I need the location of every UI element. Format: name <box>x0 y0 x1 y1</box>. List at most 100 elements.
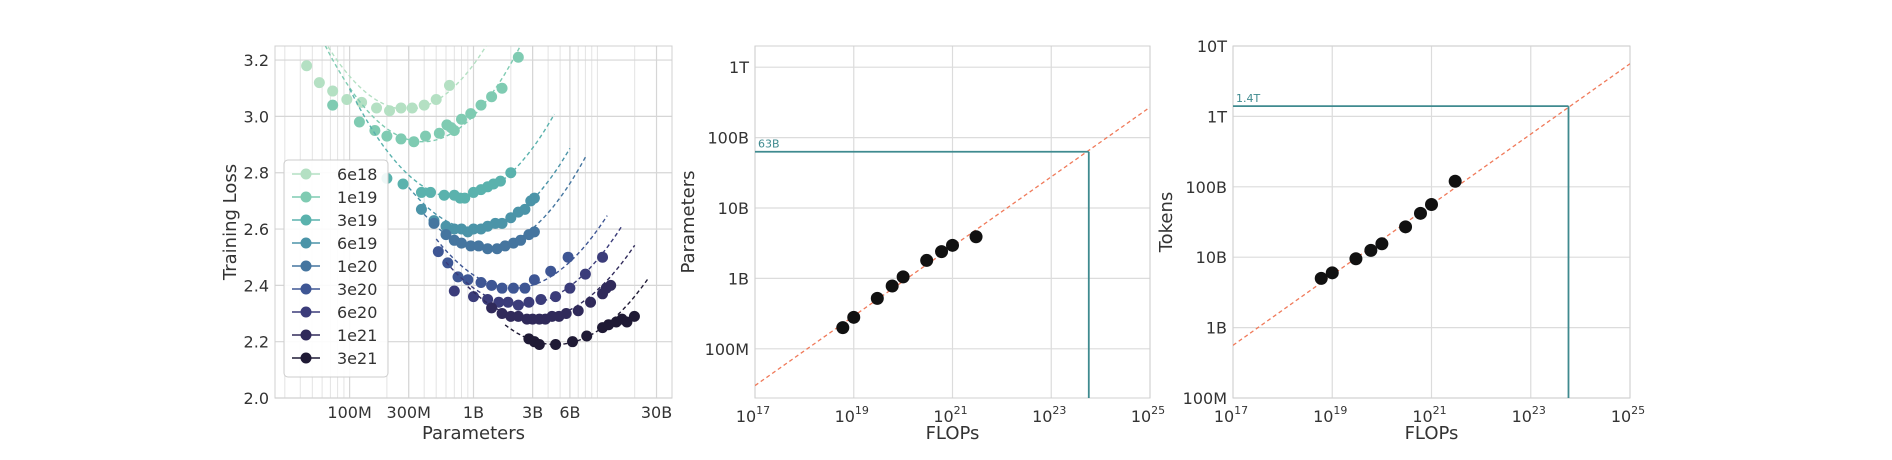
x-tick-exponent: 25 <box>1151 404 1165 417</box>
y-tick-label: 100B <box>707 129 749 148</box>
y-tick-label: 2.0 <box>244 389 269 408</box>
y-tick-label: 3.2 <box>244 51 269 70</box>
data-point-3e21 <box>581 330 593 342</box>
data-point-3e19 <box>425 186 437 198</box>
data-point-1e19 <box>369 124 381 136</box>
data-point <box>920 253 934 267</box>
data-point-3e19 <box>459 192 471 204</box>
data-point-6e18 <box>418 99 430 111</box>
x-tick-label: 30B <box>641 403 672 422</box>
x-tick-label: 1025 <box>1611 404 1645 426</box>
legend: 6e18 1e19 3e19 6e19 1e20 3e20 6e20 1e21 3e21 <box>283 159 389 378</box>
data-point-6e18 <box>406 102 418 114</box>
data-point-1e21 <box>560 308 572 320</box>
annotation-label: 63B <box>758 138 780 151</box>
data-point-1e21 <box>486 302 498 314</box>
x-axis-label: FLOPs <box>1405 423 1459 444</box>
legend-marker <box>300 329 312 341</box>
x-tick-label: 100M <box>327 403 371 422</box>
data-point <box>1448 174 1462 188</box>
legend-marker <box>300 191 312 203</box>
data-point-1e19 <box>381 130 393 142</box>
annotation-label: 1.4T <box>1236 92 1260 105</box>
data-point-6e19 <box>496 217 508 229</box>
data-point <box>969 230 983 244</box>
legend-marker <box>300 283 312 295</box>
data-point-3e20 <box>519 282 531 294</box>
data-point-6e18 <box>443 79 455 91</box>
x-tick-base: 10 <box>933 407 953 426</box>
y-tick-label: 1B <box>728 269 749 288</box>
data-point-6e19 <box>528 192 540 204</box>
data-point-3e20 <box>462 274 474 286</box>
data-point-1e19 <box>327 99 339 111</box>
data-point-3e20 <box>496 282 508 294</box>
x-tick-label: 1023 <box>1512 404 1546 426</box>
data-point-1e19 <box>512 51 524 63</box>
data-point-1e19 <box>395 133 407 145</box>
legend-box <box>283 159 389 378</box>
data-point-6e18 <box>430 94 442 106</box>
data-point-1e19 <box>353 116 365 128</box>
data-point-3e19 <box>438 189 450 201</box>
x-tick-label: 1019 <box>835 404 869 426</box>
data-point-1e19 <box>420 130 432 142</box>
y-tick-label: 100B <box>1185 178 1227 197</box>
plot-frame <box>754 45 1151 399</box>
x-tick-base: 10 <box>1032 407 1052 426</box>
legend-marker <box>300 306 312 318</box>
x-tick-label: 1021 <box>1412 404 1446 426</box>
data-point-3e20 <box>528 274 540 286</box>
data-point-6e20 <box>564 282 576 294</box>
x-tick-base: 10 <box>1412 407 1432 426</box>
data-point <box>1375 237 1389 251</box>
data-point-3e21 <box>550 338 562 350</box>
data-point-6e18 <box>341 94 353 106</box>
data-point-6e19 <box>505 212 517 224</box>
data-point-6e19 <box>468 223 479 235</box>
data-point <box>1349 252 1363 266</box>
data-point-3e21 <box>621 316 633 328</box>
data-point-1e21 <box>496 308 508 320</box>
y-tick-label: 100M <box>1183 389 1227 408</box>
plot-frame <box>1232 45 1631 399</box>
data-point <box>847 310 861 324</box>
data-point-3e20 <box>545 265 557 277</box>
data-point-1e21 <box>505 310 517 322</box>
data-point-1e20 <box>440 229 452 241</box>
data-point-6e19 <box>440 220 452 232</box>
x-tick-label: 6B <box>559 403 580 422</box>
y-tick-label: 10B <box>718 199 749 218</box>
data-point-1e19 <box>465 108 477 120</box>
data-point-1e20 <box>528 226 540 238</box>
data-point-1e19 <box>448 124 460 136</box>
x-tick-base: 10 <box>835 407 855 426</box>
x-tick-label: 1B <box>463 403 484 422</box>
x-tick-label: 1017 <box>1214 404 1248 426</box>
data-point-1e20 <box>499 240 511 252</box>
tokens-vs-flops-chart: 1017 1019 1021 1023 1025100M1B10B100B1T10T1.… <box>1156 37 1645 444</box>
data-point <box>896 270 910 284</box>
data-point-3e20 <box>442 257 454 269</box>
data-point-1e19 <box>408 136 420 148</box>
data-point-6e20 <box>482 293 494 305</box>
x-tick-base: 10 <box>1131 407 1151 426</box>
data-point-6e20 <box>579 268 591 280</box>
data-point-1e20 <box>455 237 467 249</box>
legend-label: 6e20 <box>337 303 377 322</box>
legend-marker <box>300 260 312 272</box>
legend-marker <box>300 214 312 226</box>
parameters-vs-flops-chart: 1017 1019 1021 1023 1025100M1B10B100B1T63BFL… <box>678 45 1165 444</box>
data-point-3e20 <box>475 277 487 289</box>
data-point-1e20 <box>473 240 485 252</box>
data-point-1e21 <box>512 310 524 322</box>
data-point-6e20 <box>468 291 479 303</box>
data-point-3e20 <box>507 282 519 294</box>
data-point-6e18 <box>313 77 325 89</box>
data-point-1e21 <box>605 279 617 291</box>
y-axis-label: Training Loss <box>220 164 241 281</box>
data-point <box>1399 220 1413 234</box>
x-tick-base: 10 <box>736 407 756 426</box>
y-tick-label: 2.8 <box>244 164 269 183</box>
plot-content <box>1233 63 1630 398</box>
